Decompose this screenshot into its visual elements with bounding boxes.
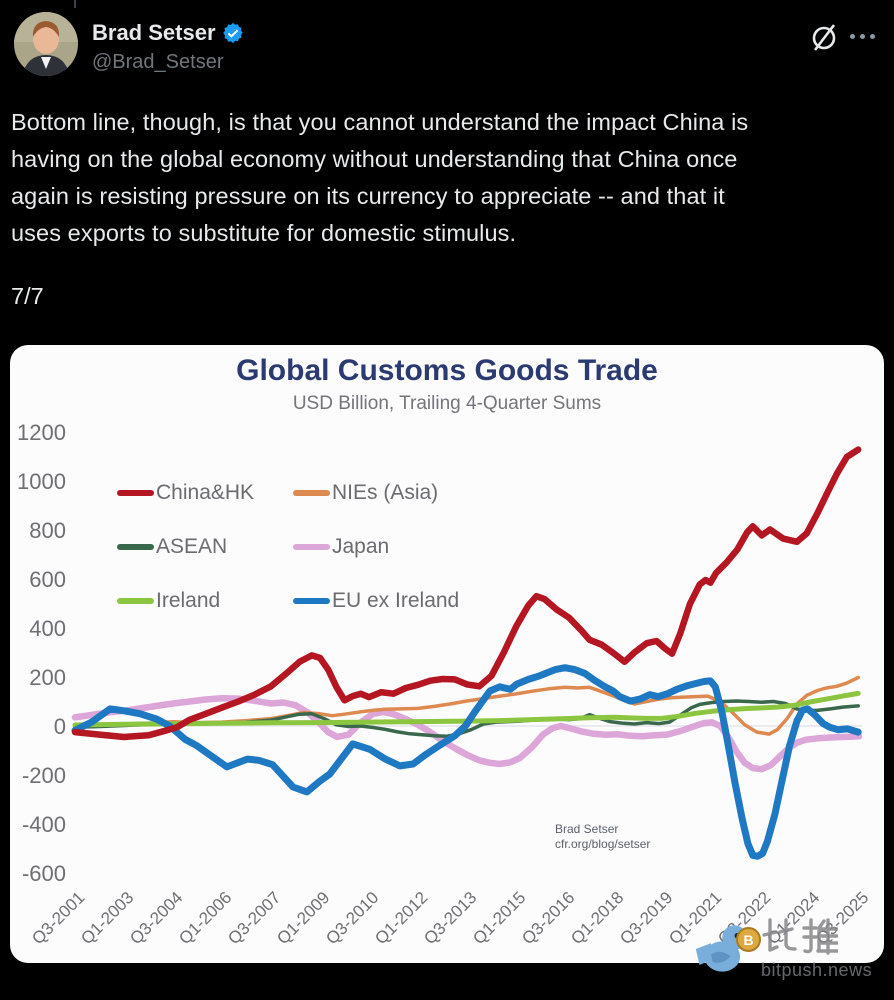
y-axis-tick-label: 600 bbox=[29, 567, 66, 592]
legend-item: EU ex Ireland bbox=[293, 589, 459, 613]
legend-label: ASEAN bbox=[156, 535, 228, 558]
tweet-line: uses exports to substitute for domestic … bbox=[11, 220, 517, 246]
watermark-bird-icon bbox=[692, 915, 760, 986]
y-axis-tick-label: 1200 bbox=[17, 420, 66, 445]
display-name[interactable]: Brad Setser bbox=[92, 20, 216, 45]
chart-title: Global Customs Goods Trade bbox=[236, 354, 658, 387]
series-line-china-hk bbox=[71, 446, 862, 741]
legend-swatch-icon bbox=[293, 490, 330, 496]
more-dot-icon bbox=[850, 34, 855, 39]
avatar-photo bbox=[14, 12, 78, 76]
watermark-bitcoin-icon: B bbox=[736, 927, 761, 952]
line-chart bbox=[71, 446, 863, 860]
legend-item: Ireland bbox=[117, 589, 220, 613]
tweet-line: again is resisting pressure on its curre… bbox=[11, 183, 725, 209]
tweet-line: having on the global economy without und… bbox=[11, 146, 738, 172]
annotation-author: Brad Setser bbox=[555, 822, 619, 836]
legend-swatch-icon bbox=[117, 598, 154, 604]
y-axis-tick-label: 200 bbox=[29, 665, 66, 690]
avatar[interactable] bbox=[14, 12, 78, 76]
legend-label: NIEs (Asia) bbox=[332, 481, 439, 504]
tweet-text: Bottom line, though, is that you cannot … bbox=[11, 104, 887, 252]
more-dot-icon bbox=[860, 34, 865, 39]
annotation-url: cfr.org/blog/setser bbox=[555, 837, 651, 851]
legend-swatch-icon bbox=[117, 544, 154, 550]
series-line-japan bbox=[71, 695, 863, 773]
more-dot-icon bbox=[870, 34, 875, 39]
legend-label: China&HK bbox=[156, 481, 255, 504]
chart-source-annotation: Brad Setser cfr.org/blog/setser bbox=[555, 822, 650, 852]
legend-item: China&HK bbox=[117, 481, 254, 505]
legend-label: Japan bbox=[332, 535, 390, 558]
y-axis-tick-label: 800 bbox=[29, 518, 66, 543]
legend-swatch-icon bbox=[117, 490, 154, 496]
grok-button[interactable] bbox=[806, 20, 842, 56]
y-axis-tick-label: -600 bbox=[21, 861, 66, 886]
legend-swatch-icon bbox=[293, 598, 330, 604]
legend-item: Japan bbox=[293, 535, 389, 559]
verified-badge-icon bbox=[222, 22, 243, 44]
chart-subtitle: USD Billion, Trailing 4-Quarter Sums bbox=[292, 393, 602, 414]
y-axis-tick-label: 400 bbox=[29, 616, 66, 641]
series-line-eu-ex-ireland bbox=[71, 664, 862, 860]
watermark-domain: bitpush.news bbox=[761, 960, 873, 980]
chart-card[interactable]: Global Customs Goods Trade USD Billion, … bbox=[10, 345, 884, 963]
series-line-ireland bbox=[72, 690, 861, 728]
legend-label: Ireland bbox=[156, 589, 221, 612]
user-handle[interactable]: @Brad_Setser bbox=[92, 51, 224, 73]
watermark-cjk-logo bbox=[762, 917, 840, 962]
legend-item: NIEs (Asia) bbox=[293, 481, 438, 505]
tweet-line: Bottom line, though, is that you cannot … bbox=[11, 109, 749, 135]
legend-item: ASEAN bbox=[117, 535, 227, 559]
more-options-button[interactable] bbox=[846, 30, 879, 43]
thread-position: 7/7 bbox=[11, 283, 44, 309]
thread-connector-line bbox=[74, 0, 76, 8]
grok-circle-slash-icon bbox=[812, 24, 836, 51]
y-axis-tick-label: -400 bbox=[21, 812, 66, 837]
legend-swatch-icon bbox=[293, 544, 330, 550]
y-axis-tick-label: -200 bbox=[21, 763, 66, 788]
y-axis-tick-label: 0 bbox=[53, 714, 66, 739]
legend-label: EU ex Ireland bbox=[332, 589, 460, 612]
y-axis-tick-label: 1000 bbox=[17, 469, 66, 494]
